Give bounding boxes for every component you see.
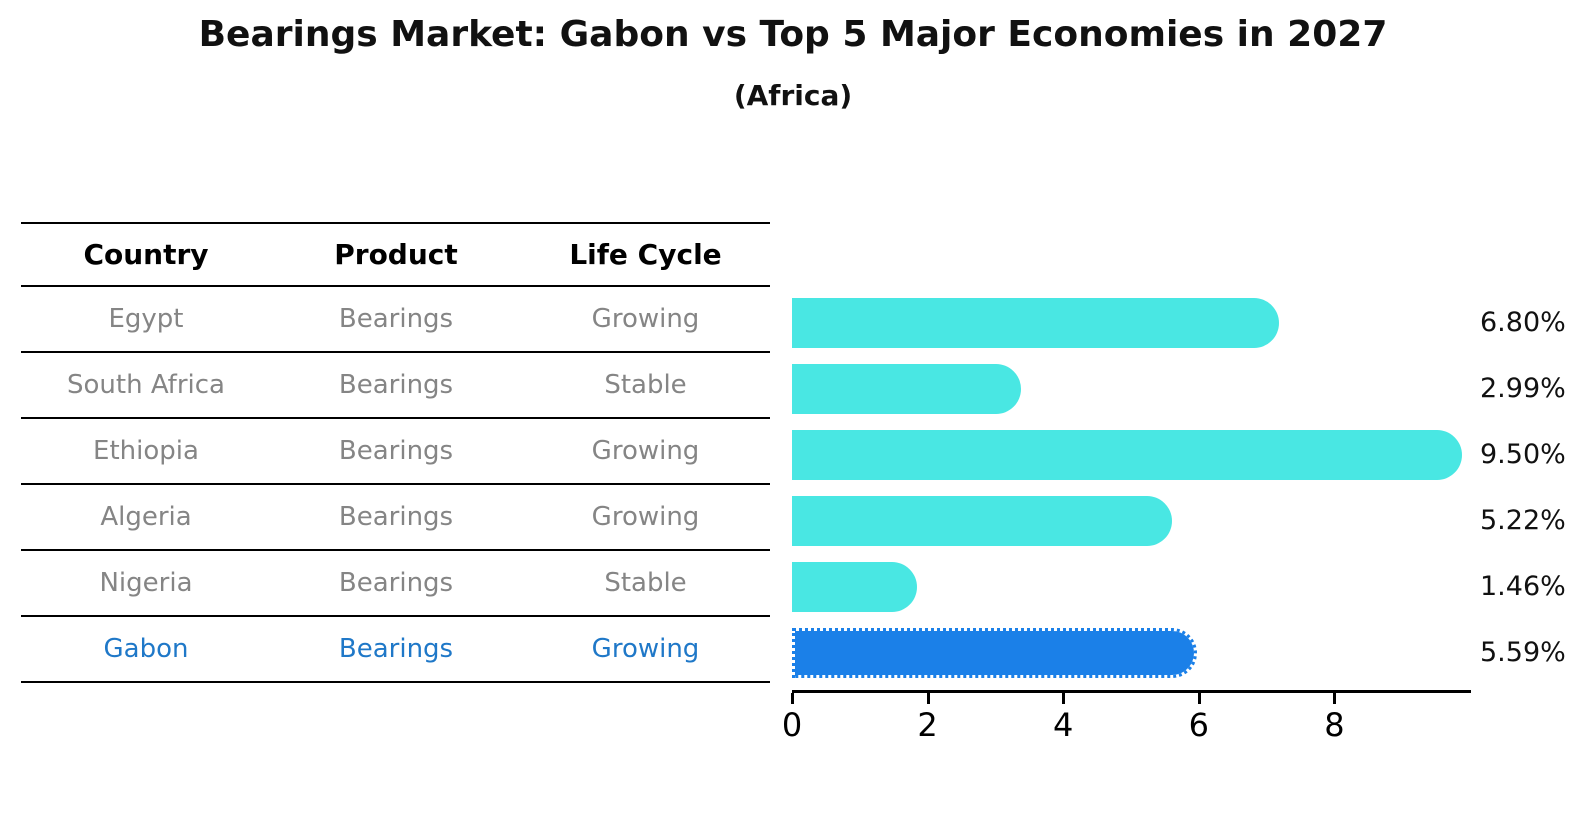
x-axis-line — [792, 690, 1471, 693]
bar-gabon — [792, 628, 1197, 678]
bar-egypt — [792, 298, 1280, 348]
chart-subtitle: (Africa) — [733, 79, 853, 112]
column-header-lifecycle: Life Cycle — [569, 238, 722, 271]
cell-product: Bearings — [338, 436, 454, 466]
cell-product: Bearings — [338, 502, 454, 532]
cell-country: South Africa — [67, 370, 225, 400]
bar-south-africa — [792, 364, 1021, 414]
value-label-ethiopia: 9.50% — [1480, 439, 1566, 470]
table-row-algeria: Algeria Bearings Growing — [21, 485, 770, 551]
tick-label: 6 — [1188, 706, 1209, 744]
tick-label: 8 — [1324, 706, 1345, 744]
table-row-ethiopia: Ethiopia Bearings Growing — [21, 419, 770, 485]
cell-country: Gabon — [103, 634, 189, 664]
cell-product: Bearings — [338, 568, 454, 598]
cell-country: Nigeria — [99, 568, 193, 598]
tick-label: 2 — [917, 706, 938, 744]
cell-country: Algeria — [100, 502, 192, 532]
tick-label: 0 — [781, 706, 803, 744]
x-axis: 0 2 4 6 8 — [782, 690, 1512, 760]
cell-lifecycle: Growing — [591, 304, 700, 334]
column-header-country: Country — [83, 238, 209, 271]
tick-label: 4 — [1053, 706, 1074, 744]
cell-product: Bearings — [338, 370, 454, 400]
value-label-south-africa: 2.99% — [1480, 373, 1566, 404]
table-row-nigeria: Nigeria Bearings Stable — [21, 551, 770, 617]
cell-lifecycle: Stable — [604, 370, 687, 400]
cell-lifecycle: Growing — [591, 634, 700, 664]
cell-lifecycle: Growing — [591, 436, 700, 466]
table-header-row: Country Product Life Cycle — [21, 224, 770, 287]
cell-product: Bearings — [338, 634, 454, 664]
tick-mark — [1333, 693, 1337, 704]
cell-lifecycle: Growing — [591, 502, 700, 532]
tick-mark — [1062, 693, 1066, 704]
value-label-egypt: 6.80% — [1480, 307, 1566, 338]
value-label-nigeria: 1.46% — [1480, 571, 1566, 602]
cell-product: Bearings — [338, 304, 454, 334]
tick-mark — [791, 693, 794, 704]
table-row-egypt: Egypt Bearings Growing — [21, 287, 770, 353]
bar-nigeria — [792, 562, 917, 612]
cell-country: Ethiopia — [93, 436, 199, 466]
bar-plot-area — [792, 298, 1512, 678]
table-row-gabon: Gabon Bearings Growing — [21, 617, 770, 681]
tick-mark — [926, 693, 930, 704]
chart-title: Bearings Market: Gabon vs Top 5 Major Ec… — [198, 14, 1388, 55]
tick-mark — [1197, 693, 1201, 704]
cell-country: Egypt — [108, 304, 184, 334]
bar-algeria — [792, 496, 1172, 546]
country-table: Country Product Life Cycle Egypt Bearing… — [21, 222, 770, 683]
value-label-algeria: 5.22% — [1480, 505, 1566, 536]
cell-lifecycle: Stable — [604, 568, 687, 598]
table-row-south-africa: South Africa Bearings Stable — [21, 353, 770, 419]
value-label-gabon: 5.59% — [1480, 637, 1566, 668]
column-header-product: Product — [334, 238, 458, 271]
bar-ethiopia — [792, 430, 1463, 480]
